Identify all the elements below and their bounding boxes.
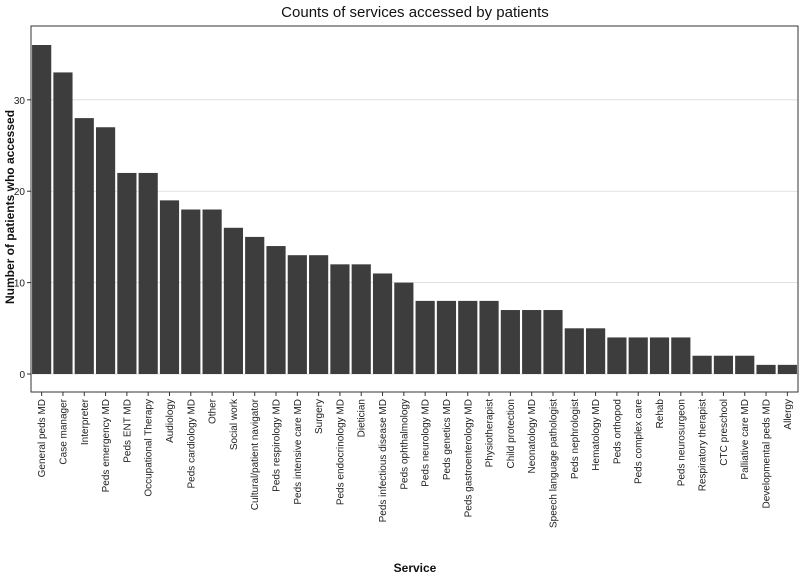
x-tick-label: Peds neurology MD — [421, 399, 432, 487]
y-tick-label: 20 — [14, 187, 26, 198]
x-tick-label: Audiology — [165, 399, 176, 443]
y-tick-label: 0 — [19, 370, 25, 381]
bar-11 — [245, 236, 265, 374]
bar-18 — [394, 282, 414, 374]
x-tick-label: Occupational Therapy — [144, 399, 155, 497]
x-tick-label: Developmental peds MD — [762, 399, 773, 509]
x-tick-label: Peds orthopod — [612, 399, 623, 464]
x-axis: General peds MD Case manager Interpreter Pe… — [37, 392, 794, 528]
x-tick-label: Child protection — [506, 399, 517, 468]
x-tick-label: Peds endocrinology MD — [335, 399, 346, 505]
x-tick-label: Physiotherapist — [485, 399, 496, 468]
bar-23 — [500, 310, 520, 374]
bar-9 — [202, 209, 222, 374]
x-tick-label: CTC preschool — [719, 399, 730, 466]
x-tick-label: Peds infectious disease MD — [378, 399, 389, 522]
bar-21 — [458, 300, 478, 374]
bar-10 — [223, 227, 243, 374]
x-tick-label: Neonatology MD — [527, 399, 538, 473]
x-tick-label: Other — [208, 398, 219, 424]
bar-19 — [415, 300, 435, 374]
x-tick-label: Speech language pathologist — [548, 399, 559, 528]
bar-30 — [649, 337, 670, 374]
x-tick-label: Surgery — [314, 399, 325, 434]
bar-6 — [138, 172, 158, 374]
x-tick-label: Palliative care MD — [740, 399, 751, 480]
bar-2 — [53, 72, 73, 375]
bar-20 — [436, 300, 457, 374]
bars-group — [32, 45, 797, 375]
x-tick-label: Rehab — [655, 399, 666, 429]
bar-33 — [713, 355, 734, 374]
x-tick-label: Peds nephrologist — [570, 399, 581, 479]
x-tick-label: Hematology MD — [591, 399, 602, 471]
x-tick-label: Respiratory therapist — [698, 399, 709, 491]
bar-35 — [756, 364, 776, 374]
bar-1 — [32, 45, 52, 374]
bar-29 — [628, 337, 648, 374]
bar-36 — [777, 364, 797, 374]
x-tick-label: Peds intensive care MD — [293, 399, 304, 505]
bar-34 — [735, 355, 755, 374]
x-tick-label: Peds neurosurgeon — [676, 399, 687, 486]
bar-13 — [287, 255, 307, 374]
y-tick-label: 30 — [14, 96, 26, 107]
x-tick-label: Case manager — [58, 398, 69, 464]
x-tick-label: Peds respirology MD — [272, 399, 283, 492]
x-tick-label: Peds emergency MD — [101, 399, 112, 492]
bar-22 — [479, 300, 499, 374]
bar-17 — [372, 273, 393, 374]
grid-lines — [31, 99, 798, 375]
bar-12 — [266, 246, 286, 374]
y-axis: 0 10 20 30 — [14, 96, 31, 381]
bar-25 — [543, 310, 563, 374]
bar-32 — [692, 355, 712, 374]
bar-3 — [74, 118, 94, 374]
x-tick-label: Peds cardiology MD — [186, 399, 197, 488]
plot-border — [30, 25, 799, 393]
x-tick-label: Peds complex care — [634, 399, 645, 484]
bar-24 — [522, 310, 542, 374]
bar-5 — [117, 172, 137, 374]
y-tick-label: 10 — [14, 279, 26, 290]
bar-4 — [95, 127, 116, 374]
chart-title: Counts of services accessed by patients — [281, 4, 549, 21]
x-tick-label: Interpreter — [80, 398, 91, 445]
bar-31 — [671, 337, 691, 374]
x-tick-label: Allergy — [783, 399, 794, 430]
bar-16 — [351, 264, 371, 374]
x-tick-label: General peds MD — [37, 399, 48, 477]
x-tick-label: Peds genetics MD — [442, 399, 453, 480]
x-axis-title: Service — [394, 561, 437, 575]
x-tick-label: Dietician — [357, 399, 368, 437]
x-tick-label: Social work — [229, 398, 240, 450]
x-tick-label: Peds ophthalmology — [399, 399, 410, 490]
bar-15 — [330, 264, 350, 374]
bar-8 — [181, 209, 201, 374]
bar-7 — [159, 200, 180, 374]
y-axis-title: Number of patients who accessed — [3, 110, 17, 304]
bar-26 — [564, 328, 584, 374]
x-tick-label: Peds gastroenterology MD — [463, 399, 474, 517]
bar-14 — [309, 255, 329, 374]
bar-27 — [586, 328, 606, 374]
bar-28 — [607, 337, 627, 374]
x-tick-label: Cultural/patient navigator — [250, 398, 261, 510]
x-tick-label: Peds ENT MD — [122, 399, 133, 463]
